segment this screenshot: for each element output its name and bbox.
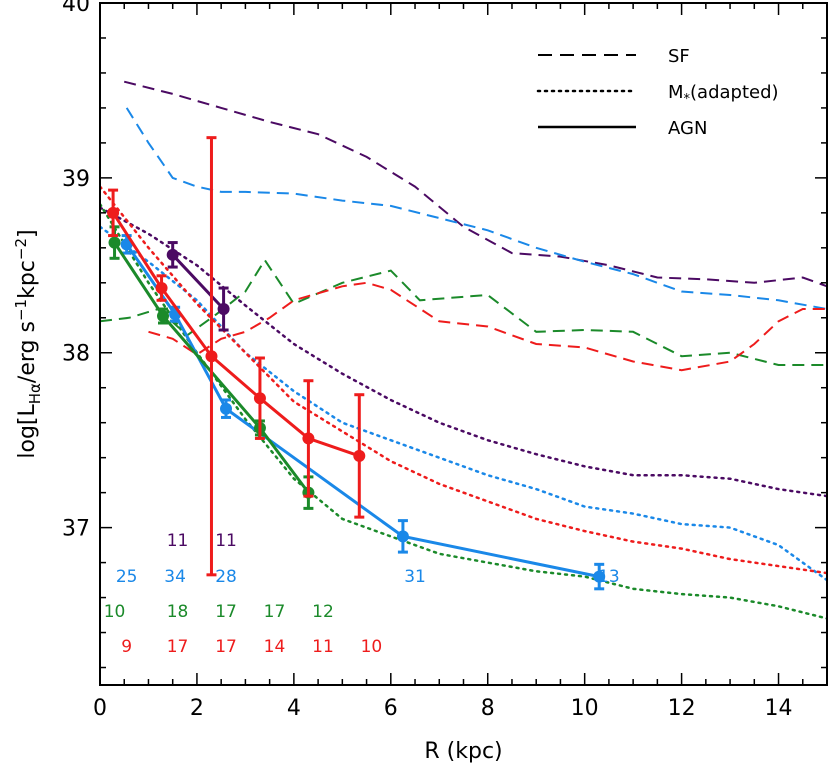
x-tick-label: 4 <box>287 696 301 721</box>
y-tick-label: 37 <box>62 517 90 542</box>
x-tick-label: 2 <box>190 696 204 721</box>
y-tick-label: 40 <box>62 0 90 17</box>
y-axis-title-part: kpc <box>15 260 40 299</box>
data-point <box>107 206 120 219</box>
legend-label: AGN <box>668 118 707 139</box>
sf-curve-blue <box>125 107 827 310</box>
count-label: 17 <box>215 637 237 657</box>
y-tick-label: 38 <box>62 342 90 367</box>
count-label: 11 <box>215 531 237 551</box>
plot-frame <box>99 2 828 686</box>
count-label: 13 <box>598 567 620 587</box>
count-label: 18 <box>167 602 189 622</box>
count-label: 10 <box>361 637 383 657</box>
x-tick-label: 6 <box>384 696 398 721</box>
data-point <box>108 236 121 249</box>
data-point <box>205 350 218 363</box>
mstar-curve-purple <box>100 206 827 498</box>
mstar-curve-blue <box>100 225 827 582</box>
mstar-curve-green <box>100 202 827 620</box>
count-label: 31 <box>404 567 426 587</box>
data-point <box>120 238 133 251</box>
count-label: 17 <box>264 602 286 622</box>
x-axis-title: R (kpc) <box>424 739 502 764</box>
agn-series <box>107 136 606 591</box>
axis-titles: R (kpc) log[LHα/erg s−1kpc−2] <box>12 229 503 764</box>
y-axis-title-part: ] <box>15 229 40 238</box>
x-tick-label: 14 <box>765 696 793 721</box>
data-point <box>220 402 233 415</box>
count-label: 28 <box>215 567 237 587</box>
count-label: 11 <box>312 637 334 657</box>
legend: SF M*(adapted) AGN <box>536 46 779 139</box>
legend-label-rest: (adapted) <box>690 82 779 103</box>
count-label: 17 <box>167 637 189 657</box>
agn-line-red <box>111 211 360 458</box>
y-axis-title: log[LHα/erg s−1kpc−2] <box>12 229 44 458</box>
agn-line-purple <box>171 253 225 311</box>
count-label: 25 <box>116 567 138 587</box>
count-label: 10 <box>104 602 126 622</box>
legend-label-main: M <box>668 82 684 103</box>
y-axis-title-part: log[L <box>15 404 40 459</box>
count-labels: 11 11 25 34 28 31 13 10 18 17 17 12 9 17 17 14 11 10 <box>104 531 620 657</box>
data-point <box>166 248 179 261</box>
y-axis-title-part: Hα <box>26 383 44 404</box>
y-axis-title-part: −2 <box>12 238 30 260</box>
count-label: 11 <box>167 531 189 551</box>
y-tick-label: 39 <box>62 167 90 192</box>
legend-label: M*(adapted) <box>668 82 779 107</box>
axes: 0 2 4 6 8 10 12 14 37 38 39 40 <box>62 0 828 721</box>
sf-curve-purple <box>123 80 827 288</box>
count-label: 17 <box>215 602 237 622</box>
data-point <box>253 392 266 405</box>
sf-curve-red <box>148 281 827 372</box>
mstar-curves <box>100 185 827 620</box>
count-label: 9 <box>121 637 132 657</box>
legend-label-sub: * <box>684 92 691 107</box>
y-axis-title-part: /erg s <box>15 321 40 383</box>
y-axis-title-part: −1 <box>12 299 30 321</box>
x-tick-label: 10 <box>571 696 599 721</box>
data-point <box>396 530 409 543</box>
data-point <box>217 303 230 316</box>
data-point <box>302 432 315 445</box>
sf-curves <box>100 80 827 372</box>
x-tick-label: 0 <box>93 696 107 721</box>
data-point <box>155 282 168 295</box>
data-point <box>353 449 366 462</box>
data-point <box>157 310 170 323</box>
count-label: 12 <box>312 602 334 622</box>
x-tick-label: 12 <box>668 696 696 721</box>
mstar-curve-red <box>100 185 827 575</box>
legend-label: SF <box>668 46 690 67</box>
count-label: 34 <box>164 567 186 587</box>
x-tick-label: 8 <box>481 696 495 721</box>
count-label: 14 <box>264 637 286 657</box>
data-point <box>593 570 606 583</box>
